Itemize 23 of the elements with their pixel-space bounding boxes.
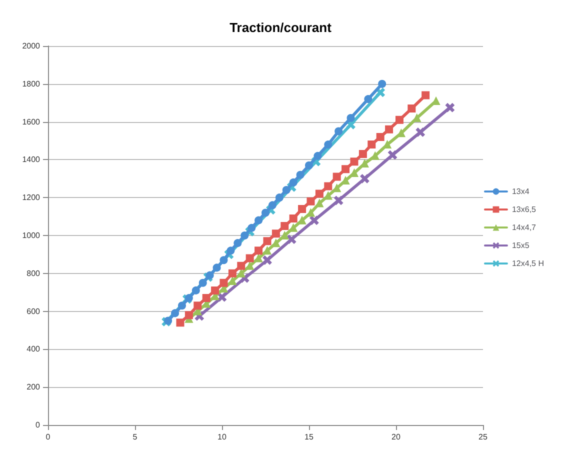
x-tick-label: 20 bbox=[392, 432, 401, 442]
y-tick-label: 400 bbox=[26, 344, 41, 354]
x-tick-label: 15 bbox=[304, 432, 314, 442]
y-tick-label: 1200 bbox=[22, 193, 41, 202]
y-tick-label: 800 bbox=[26, 268, 41, 278]
x-tick-label: 0 bbox=[46, 432, 51, 442]
y-tick-label: 1400 bbox=[22, 155, 41, 164]
chart-title: Traction/courant bbox=[230, 20, 332, 35]
y-tick-label: 200 bbox=[26, 382, 41, 392]
legend-label: 15x5 bbox=[512, 241, 530, 250]
legend-label: 14x4,7 bbox=[512, 223, 537, 232]
y-tick-label: 0 bbox=[36, 420, 41, 430]
legend-label: 12x4,5 H bbox=[512, 259, 544, 268]
legend-label: 13x4 bbox=[512, 187, 530, 196]
y-tick-label: 600 bbox=[26, 306, 41, 316]
legend-label: 13x6,5 bbox=[512, 205, 537, 214]
y-tick-label: 1600 bbox=[22, 117, 41, 126]
x-tick-label: 10 bbox=[218, 432, 227, 442]
y-tick-label: 1000 bbox=[22, 231, 41, 240]
y-tick-label: 1800 bbox=[22, 79, 41, 88]
y-tick-label: 2000 bbox=[22, 42, 41, 50]
x-tick-label: 5 bbox=[132, 432, 138, 442]
x-tick-label: 25 bbox=[478, 432, 488, 442]
